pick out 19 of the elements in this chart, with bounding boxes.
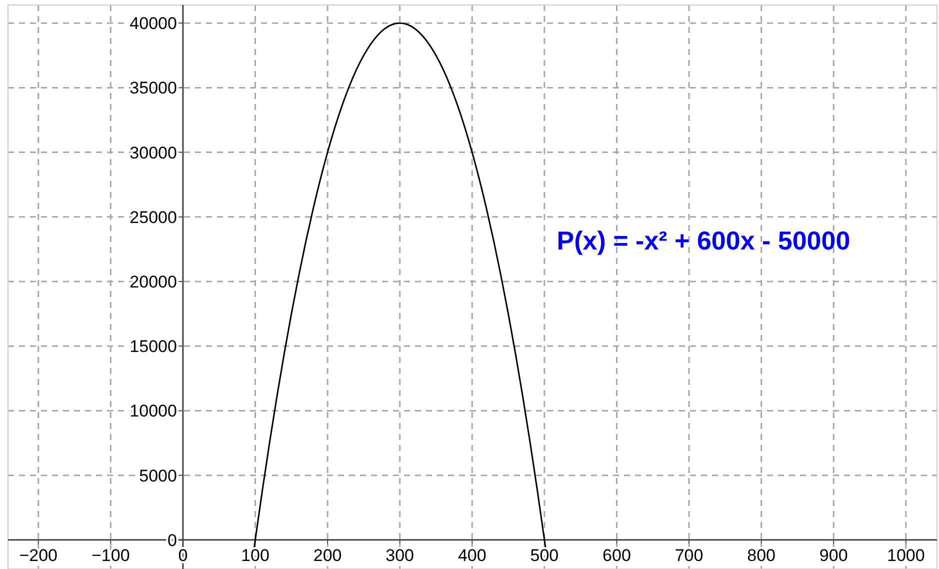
x-tick-label: 700 [674,546,704,565]
y-tick-label: 10000 [130,402,177,421]
x-tick-label: 400 [458,546,486,565]
y-tick-label: 20000 [130,272,177,292]
x-tick-label: 1000 [887,546,925,565]
x-tick-label: 200 [313,546,342,565]
y-tick-label: 35000 [130,78,177,98]
y-tick-label: 5000 [139,466,177,486]
y-tick-label: 40000 [130,14,177,34]
annotation: P(x) = -x² + 600x - 50000 [556,226,850,256]
y-tick-label: 30000 [130,143,177,162]
x-tick-label: −200 [19,546,58,565]
y-tick-label: 25000 [130,208,177,227]
y-tick-label: 15000 [130,337,177,356]
x-tick-label: 600 [602,546,631,565]
x-tick-label: 300 [386,546,414,565]
x-tick-label: 800 [747,546,776,565]
x-tick-label: −100 [92,546,130,565]
x-tick-label: 900 [819,546,848,565]
